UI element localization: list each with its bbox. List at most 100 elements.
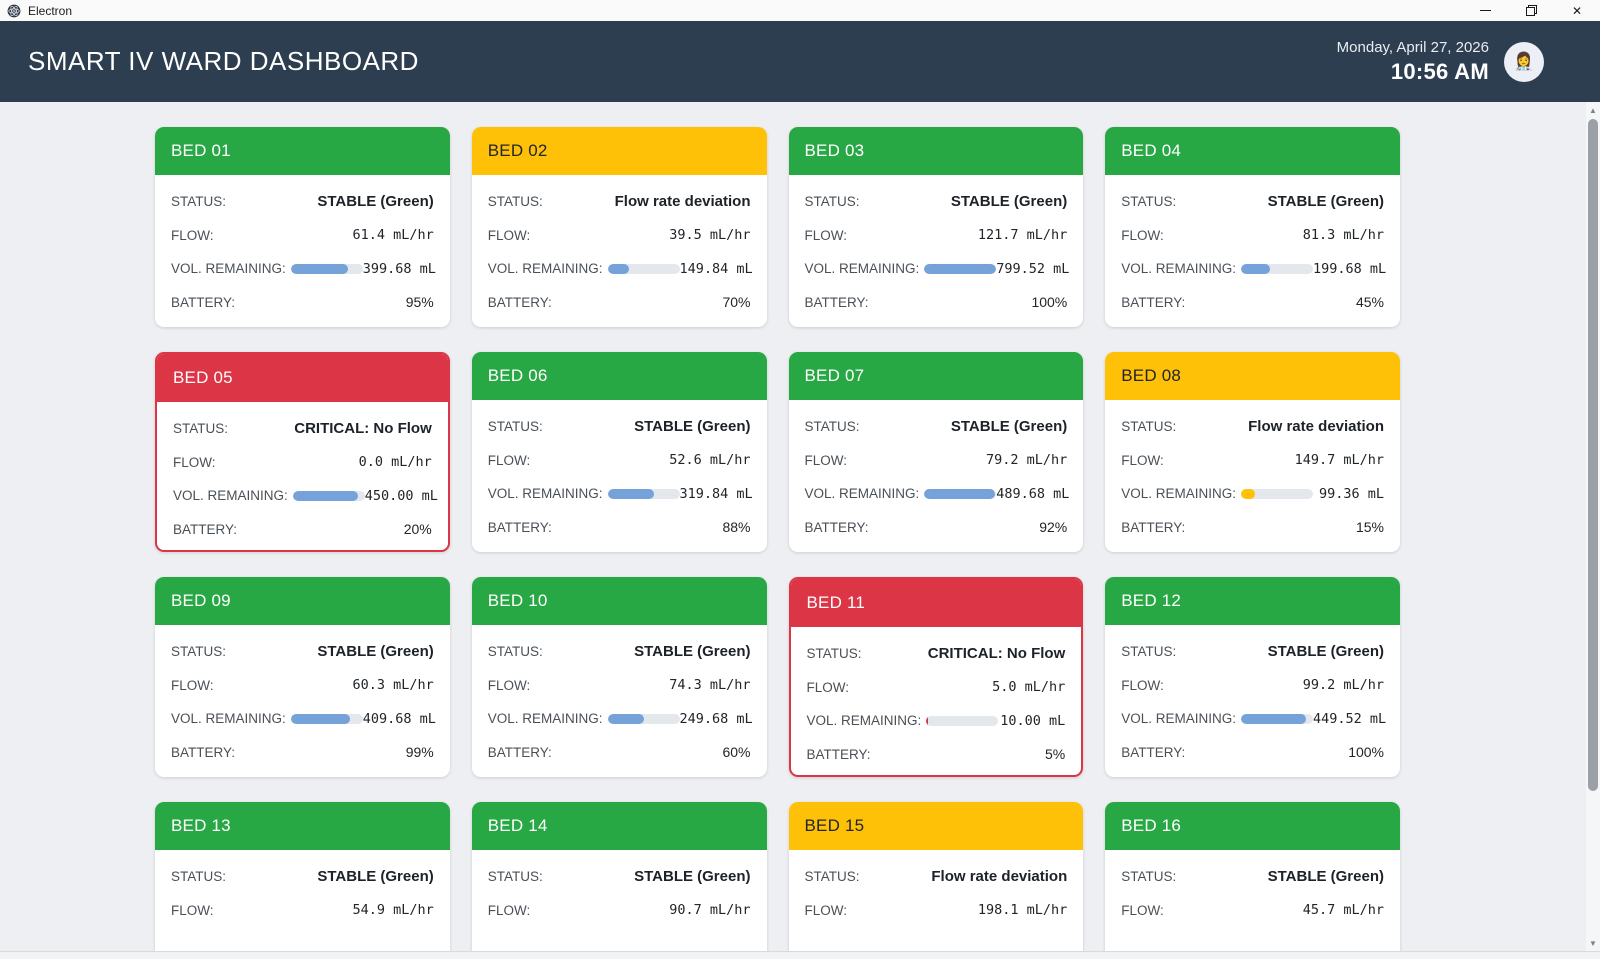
minimize-icon: [1479, 10, 1491, 11]
status-value: CRITICAL: No Flow: [927, 645, 1066, 663]
bed-name: BED 07: [804, 366, 865, 385]
status-value: Flow rate deviation: [614, 193, 751, 211]
bed-card[interactable]: BED 05 STATUS: CRITICAL: No Flow FLOW: 0.0 m…: [155, 352, 450, 552]
volume-value: 99.36 mL: [1318, 485, 1384, 502]
bed-card-body: STATUS: CRITICAL: No Flow FLOW: 0.0 mL/hr VO…: [157, 402, 448, 546]
flow-value: 90.7 mL/hr: [669, 902, 751, 919]
bed-card-body: STATUS: STABLE (Green) FLOW: 121.7 mL/hr VOL…: [789, 175, 1084, 319]
bed-card[interactable]: BED 04 STATUS: STABLE (Green) FLOW: 81.3 mL/…: [1105, 127, 1400, 327]
bed-card[interactable]: BED 14 STATUS: STABLE (Green) FLOW: 90.7 mL/…: [471, 802, 767, 951]
flow-row: FLOW: 60.3 mL/hr: [171, 669, 434, 703]
volume-row: VOL. REMAINING: 450.00 mL: [173, 479, 438, 513]
flow-row: FLOW: 61.4 mL/hr: [171, 219, 434, 253]
bed-name: BED 14: [487, 816, 548, 835]
bed-card[interactable]: BED 15 STATUS: Flow rate deviation FLOW: 198…: [788, 802, 1084, 951]
bed-card[interactable]: BED 09 STATUS: STABLE (Green) FLOW: 60.3 mL/…: [155, 577, 450, 777]
volume-row: VOL. REMAINING: 409.68 mL: [171, 702, 436, 736]
flow-label: FLOW:: [487, 902, 531, 918]
volume-label: VOL. REMAINING:: [1121, 486, 1237, 502]
status-row: STATUS: Flow rate deviation: [488, 185, 751, 219]
bed-card[interactable]: BED 12 STATUS: STABLE (Green) FLOW: 99.2 mL/…: [1105, 577, 1400, 777]
flow-value: 54.9 mL/hr: [352, 902, 434, 919]
battery-value: 92%: [1039, 519, 1068, 536]
scrollbar-thumb[interactable]: [1588, 119, 1598, 791]
current-date: Monday, April 27, 2026: [1336, 38, 1489, 56]
volume-row: VOL. REMAINING: 799.52 mL: [804, 252, 1070, 286]
status-value: STABLE (Green): [1267, 193, 1384, 211]
flow-value: 149.7 mL/hr: [1294, 452, 1384, 469]
bed-card[interactable]: BED 03 STATUS: STABLE (Green) FLOW: 121.7 mL…: [788, 127, 1084, 327]
status-label: STATUS:: [1121, 869, 1177, 885]
bed-card-body: STATUS: Flow rate deviation FLOW: 149.7 mL/…: [1105, 400, 1400, 544]
volume-progress-fill: [607, 263, 630, 274]
battery-label: BATTERY:: [1121, 519, 1186, 535]
flow-value: 81.3 mL/hr: [1302, 227, 1384, 244]
status-row: STATUS: STABLE (Green): [1121, 635, 1384, 669]
battery-row: BATTERY: 45%: [1121, 286, 1384, 320]
volume-progress-fill: [1241, 713, 1306, 724]
bed-card[interactable]: BED 16 STATUS: STABLE (Green) FLOW: 45.7 mL/…: [1105, 802, 1400, 951]
battery-label: BATTERY:: [804, 519, 869, 535]
status-row: STATUS: CRITICAL: No Flow: [173, 412, 432, 446]
volume-label: VOL. REMAINING:: [804, 261, 920, 277]
volume-row: VOL. REMAINING: 149.84 mL: [488, 252, 753, 286]
scroll-up-arrow-icon[interactable]: ▲: [1589, 105, 1597, 115]
page-title: SMART IV WARD DASHBOARD: [28, 46, 419, 76]
volume-row: VOL. REMAINING: 199.68 mL: [1121, 252, 1386, 286]
bed-card[interactable]: BED 10 STATUS: STABLE (Green) FLOW: 74.3 mL/…: [471, 577, 767, 777]
bed-card[interactable]: BED 06 STATUS: STABLE (Green) FLOW: 52.6 mL/…: [471, 352, 767, 552]
bed-card-header: BED 14: [471, 802, 767, 850]
status-label: STATUS:: [804, 869, 860, 885]
main-content: BED 01 STATUS: STABLE (Green) FLOW: 61.4 mL/…: [0, 102, 1586, 951]
minimize-button[interactable]: [1462, 0, 1508, 21]
battery-label: BATTERY:: [173, 521, 238, 537]
restore-icon: [1525, 5, 1537, 16]
restore-button[interactable]: [1508, 0, 1554, 21]
flow-label: FLOW:: [804, 902, 848, 918]
status-value: STABLE (Green): [634, 868, 751, 886]
bed-card-header: BED 11: [790, 579, 1082, 627]
flow-value: 121.7 mL/hr: [977, 227, 1068, 244]
status-row: STATUS: STABLE (Green): [1121, 860, 1384, 894]
volume-value: 409.68 mL: [362, 710, 436, 727]
status-value: STABLE (Green): [1267, 868, 1384, 886]
status-row: STATUS: STABLE (Green): [805, 185, 1068, 219]
flow-label: FLOW:: [171, 677, 214, 693]
bed-card[interactable]: BED 02 STATUS: Flow rate deviation FLOW: 39.…: [471, 127, 767, 327]
status-label: STATUS:: [173, 421, 229, 437]
status-value: STABLE (Green): [950, 418, 1068, 436]
bed-card-body: STATUS: STABLE (Green) FLOW: 79.2 mL/hr VOL.…: [789, 400, 1084, 544]
volume-progress-fill: [1241, 263, 1270, 274]
status-value: STABLE (Green): [317, 193, 434, 211]
bed-card-header: BED 15: [788, 802, 1084, 850]
vertical-scrollbar[interactable]: ▲ ▼: [1586, 102, 1600, 951]
bed-card[interactable]: BED 13 STATUS: STABLE (Green) FLOW: 54.9 mL/…: [155, 802, 450, 951]
close-button[interactable]: ✕: [1554, 0, 1600, 21]
bed-card-header: BED 16: [1105, 802, 1400, 850]
bed-grid: BED 01 STATUS: STABLE (Green) FLOW: 61.4 mL/…: [155, 127, 1400, 951]
battery-label: BATTERY:: [171, 744, 236, 760]
volume-label: VOL. REMAINING:: [806, 713, 922, 729]
status-row: STATUS: Flow rate deviation: [805, 860, 1068, 894]
volume-value: 489.68 mL: [996, 485, 1070, 502]
bed-card[interactable]: BED 08 STATUS: Flow rate deviation FLOW: 149…: [1105, 352, 1400, 552]
volume-label: VOL. REMAINING:: [487, 486, 603, 502]
volume-progress-bar: [607, 488, 680, 499]
flow-row: FLOW: 149.7 mL/hr: [1121, 444, 1384, 478]
flow-row: FLOW: 74.3 mL/hr: [488, 669, 751, 703]
bed-card[interactable]: BED 01 STATUS: STABLE (Green) FLOW: 61.4 mL/…: [155, 127, 450, 327]
bed-card-body: STATUS: STABLE (Green) FLOW: 61.4 mL/hr VOL.…: [155, 175, 450, 319]
user-avatar[interactable]: 👩‍⚕️: [1504, 41, 1544, 82]
battery-label: BATTERY:: [1121, 744, 1186, 760]
status-label: STATUS:: [487, 419, 543, 435]
volume-value: 149.84 mL: [679, 260, 753, 277]
volume-value: 450.00 mL: [364, 487, 438, 504]
bed-name: BED 12: [1121, 591, 1182, 610]
status-label: STATUS:: [487, 194, 543, 210]
flow-row: FLOW: 45.7 mL/hr: [1121, 894, 1384, 928]
bed-card-body: STATUS: STABLE (Green) FLOW: 90.7 mL/hr: [472, 850, 767, 927]
battery-value: 88%: [722, 519, 751, 536]
scroll-down-arrow-icon[interactable]: ▼: [1589, 938, 1597, 948]
bed-card[interactable]: BED 07 STATUS: STABLE (Green) FLOW: 79.2 mL/…: [788, 352, 1084, 552]
bed-card[interactable]: BED 11 STATUS: CRITICAL: No Flow FLOW: 5.0 m…: [788, 577, 1084, 777]
